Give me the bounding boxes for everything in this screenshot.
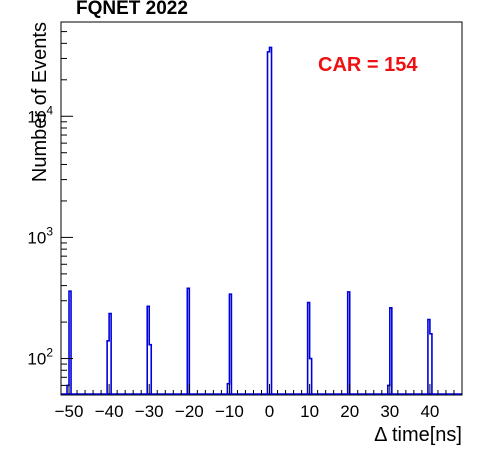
histogram-peak-5 <box>266 46 273 394</box>
y-tick-label: 104 <box>27 103 53 126</box>
x-tick-label: 40 <box>420 402 439 421</box>
x-tick-label: −30 <box>135 402 164 421</box>
histogram-peak-4 <box>226 293 233 394</box>
x-tick-label: 20 <box>340 402 359 421</box>
x-axis-ticks: −50 −40 −30 −20 −10 0 10 20 30 40 <box>55 384 463 421</box>
histogram-peak-2 <box>146 305 153 394</box>
y-tick-label: 102 <box>27 346 53 369</box>
histogram-peak-0 <box>66 290 72 394</box>
histogram-peak-7 <box>346 291 351 394</box>
y-tick-label: 103 <box>27 224 53 247</box>
histogram-peak-6 <box>306 301 313 394</box>
x-tick-label: −20 <box>175 402 204 421</box>
histogram-series <box>61 46 462 395</box>
x-tick-label: 30 <box>380 402 399 421</box>
y-axis-title: Number of Events <box>29 22 51 182</box>
x-tick-label: 0 <box>265 402 274 421</box>
chart-title: FQNET 2022 <box>76 0 188 19</box>
x-tick-label: −50 <box>55 402 84 421</box>
histogram-peak-8 <box>387 307 393 394</box>
y-axis-ticks: 102 103 104 <box>27 21 73 396</box>
x-tick-label: −10 <box>215 402 244 421</box>
plot-frame <box>60 21 463 396</box>
x-tick-label: −40 <box>95 402 124 421</box>
histogram-peak-3 <box>186 287 191 394</box>
histogram-peak-1 <box>106 312 112 394</box>
car-annotation: CAR = 154 <box>318 54 418 76</box>
histogram-peak-9 <box>427 318 433 394</box>
x-axis-title: Δ time[ns] <box>374 424 462 446</box>
x-tick-label: 10 <box>300 402 319 421</box>
